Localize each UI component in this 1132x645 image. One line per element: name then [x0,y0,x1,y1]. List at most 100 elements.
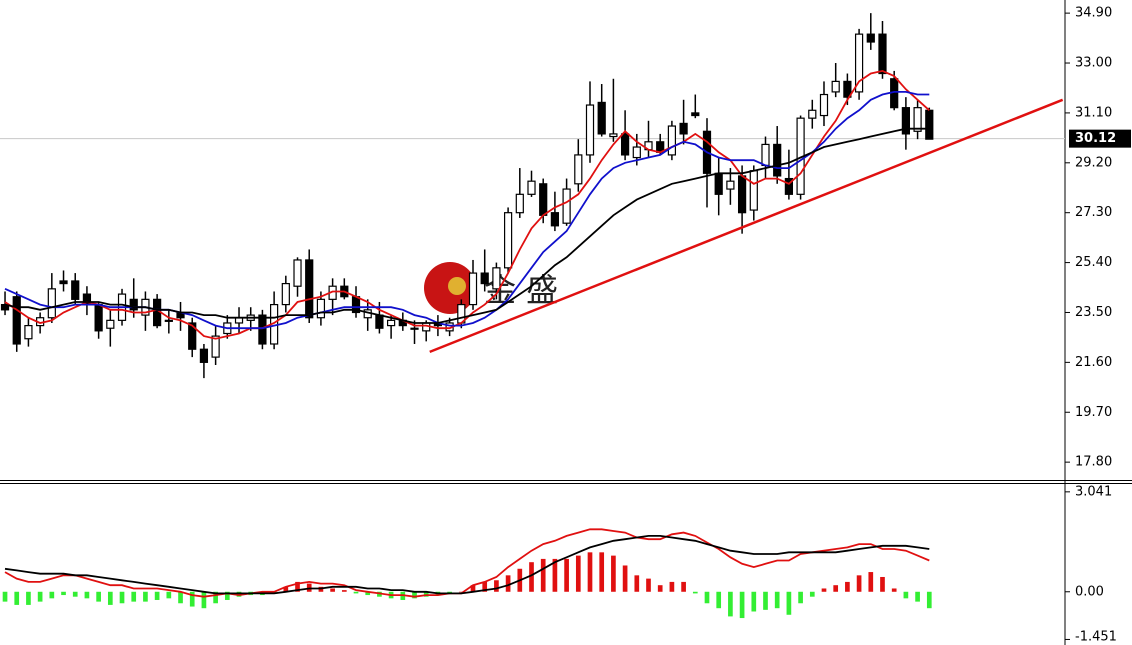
candle-body [726,180,735,190]
candle-body [281,282,290,306]
candle-body [94,303,103,332]
macd-bar [704,591,710,604]
candle-body [164,319,173,322]
macd-bar [763,591,768,610]
macd-bar [728,591,733,617]
candle-body [831,80,840,93]
candle-body [808,109,817,119]
y-tick-label: 3.041 [1075,484,1112,499]
macd-bar [341,590,347,592]
macd-bar [540,558,546,592]
candle-body [492,267,501,290]
macd-bar [119,591,125,604]
macd-bar [716,591,722,609]
last-price-box [1069,129,1131,148]
macd-bar [575,555,581,592]
candle-body [691,112,700,117]
candle-body [597,101,606,135]
candle-body [71,280,80,300]
macd-bar [72,591,78,597]
candle-body [410,327,419,330]
macd-bar [96,591,101,602]
candle-body [129,298,138,311]
y-tick-label: 19.70 [1075,405,1112,420]
macd-bar [868,572,874,592]
macd-bar [131,591,137,602]
candle-body [539,183,548,216]
macd-bar [646,578,651,592]
macd-bar [37,591,43,602]
macd-bar [587,552,593,592]
y-tick-label: 0.00 [1075,584,1104,599]
candle-body [316,298,326,319]
macd-bar [739,591,745,619]
candle-body [620,133,630,156]
line-series [4,535,930,595]
candle-body [749,170,758,211]
macd-bar [657,585,663,592]
macd-bar [856,575,862,592]
candle-body [761,143,770,167]
y-tick-label: 27.30 [1075,205,1112,220]
macd-bar [880,576,885,592]
candle-body [106,319,115,329]
macd-bar [330,588,335,592]
candle-body [211,335,220,358]
candle-body [375,314,384,329]
macd-bar [49,591,55,599]
macd-bar [552,558,558,592]
candle-body [305,259,314,319]
candle-body [737,175,747,214]
candle-body [854,33,864,93]
candle-body [480,272,489,285]
candle-body [550,212,560,227]
candle-body [667,125,677,156]
candle-body [199,348,209,363]
macd-bar [107,591,113,605]
candle-body [503,212,513,269]
candle-body [515,193,524,214]
candle-body [188,322,197,350]
macd-bar [809,591,815,597]
y-tick-label: 17.80 [1075,455,1112,470]
candle-body [387,319,396,327]
candle-body [773,143,782,177]
macd-bar [61,591,66,596]
macd-bar [365,591,371,596]
y-tick-label: 25.40 [1075,255,1112,270]
macd-bar [189,591,195,607]
macd-bar [224,591,230,600]
macd-bar [458,591,464,593]
macd-bar [692,591,698,594]
candle-body [59,280,68,285]
candle-body [679,122,688,135]
macd-bar [470,585,476,592]
candle-body [12,296,21,345]
candle-body [468,272,478,306]
macd-bar [14,591,20,605]
logo-inner [448,277,466,295]
macd-bar [915,591,920,602]
candle-body [901,107,910,135]
macd-bar [774,591,780,609]
line-series [4,528,930,598]
macd-bar [611,555,616,592]
macd-bar [505,575,511,592]
y-tick-label: 29.20 [1075,155,1112,170]
macd-bar [599,552,605,592]
candle-body [585,104,595,156]
line-series [4,127,930,324]
candle-body [714,172,723,195]
candle-body [609,133,618,138]
candle-body [925,109,934,140]
macd-bar [798,591,803,604]
macd-bar [482,581,488,592]
macd-bar [926,591,932,609]
candle-body [527,180,536,195]
candle-body [562,188,571,224]
macd-bar [143,591,148,602]
y-tick-label: 31.10 [1075,105,1112,120]
